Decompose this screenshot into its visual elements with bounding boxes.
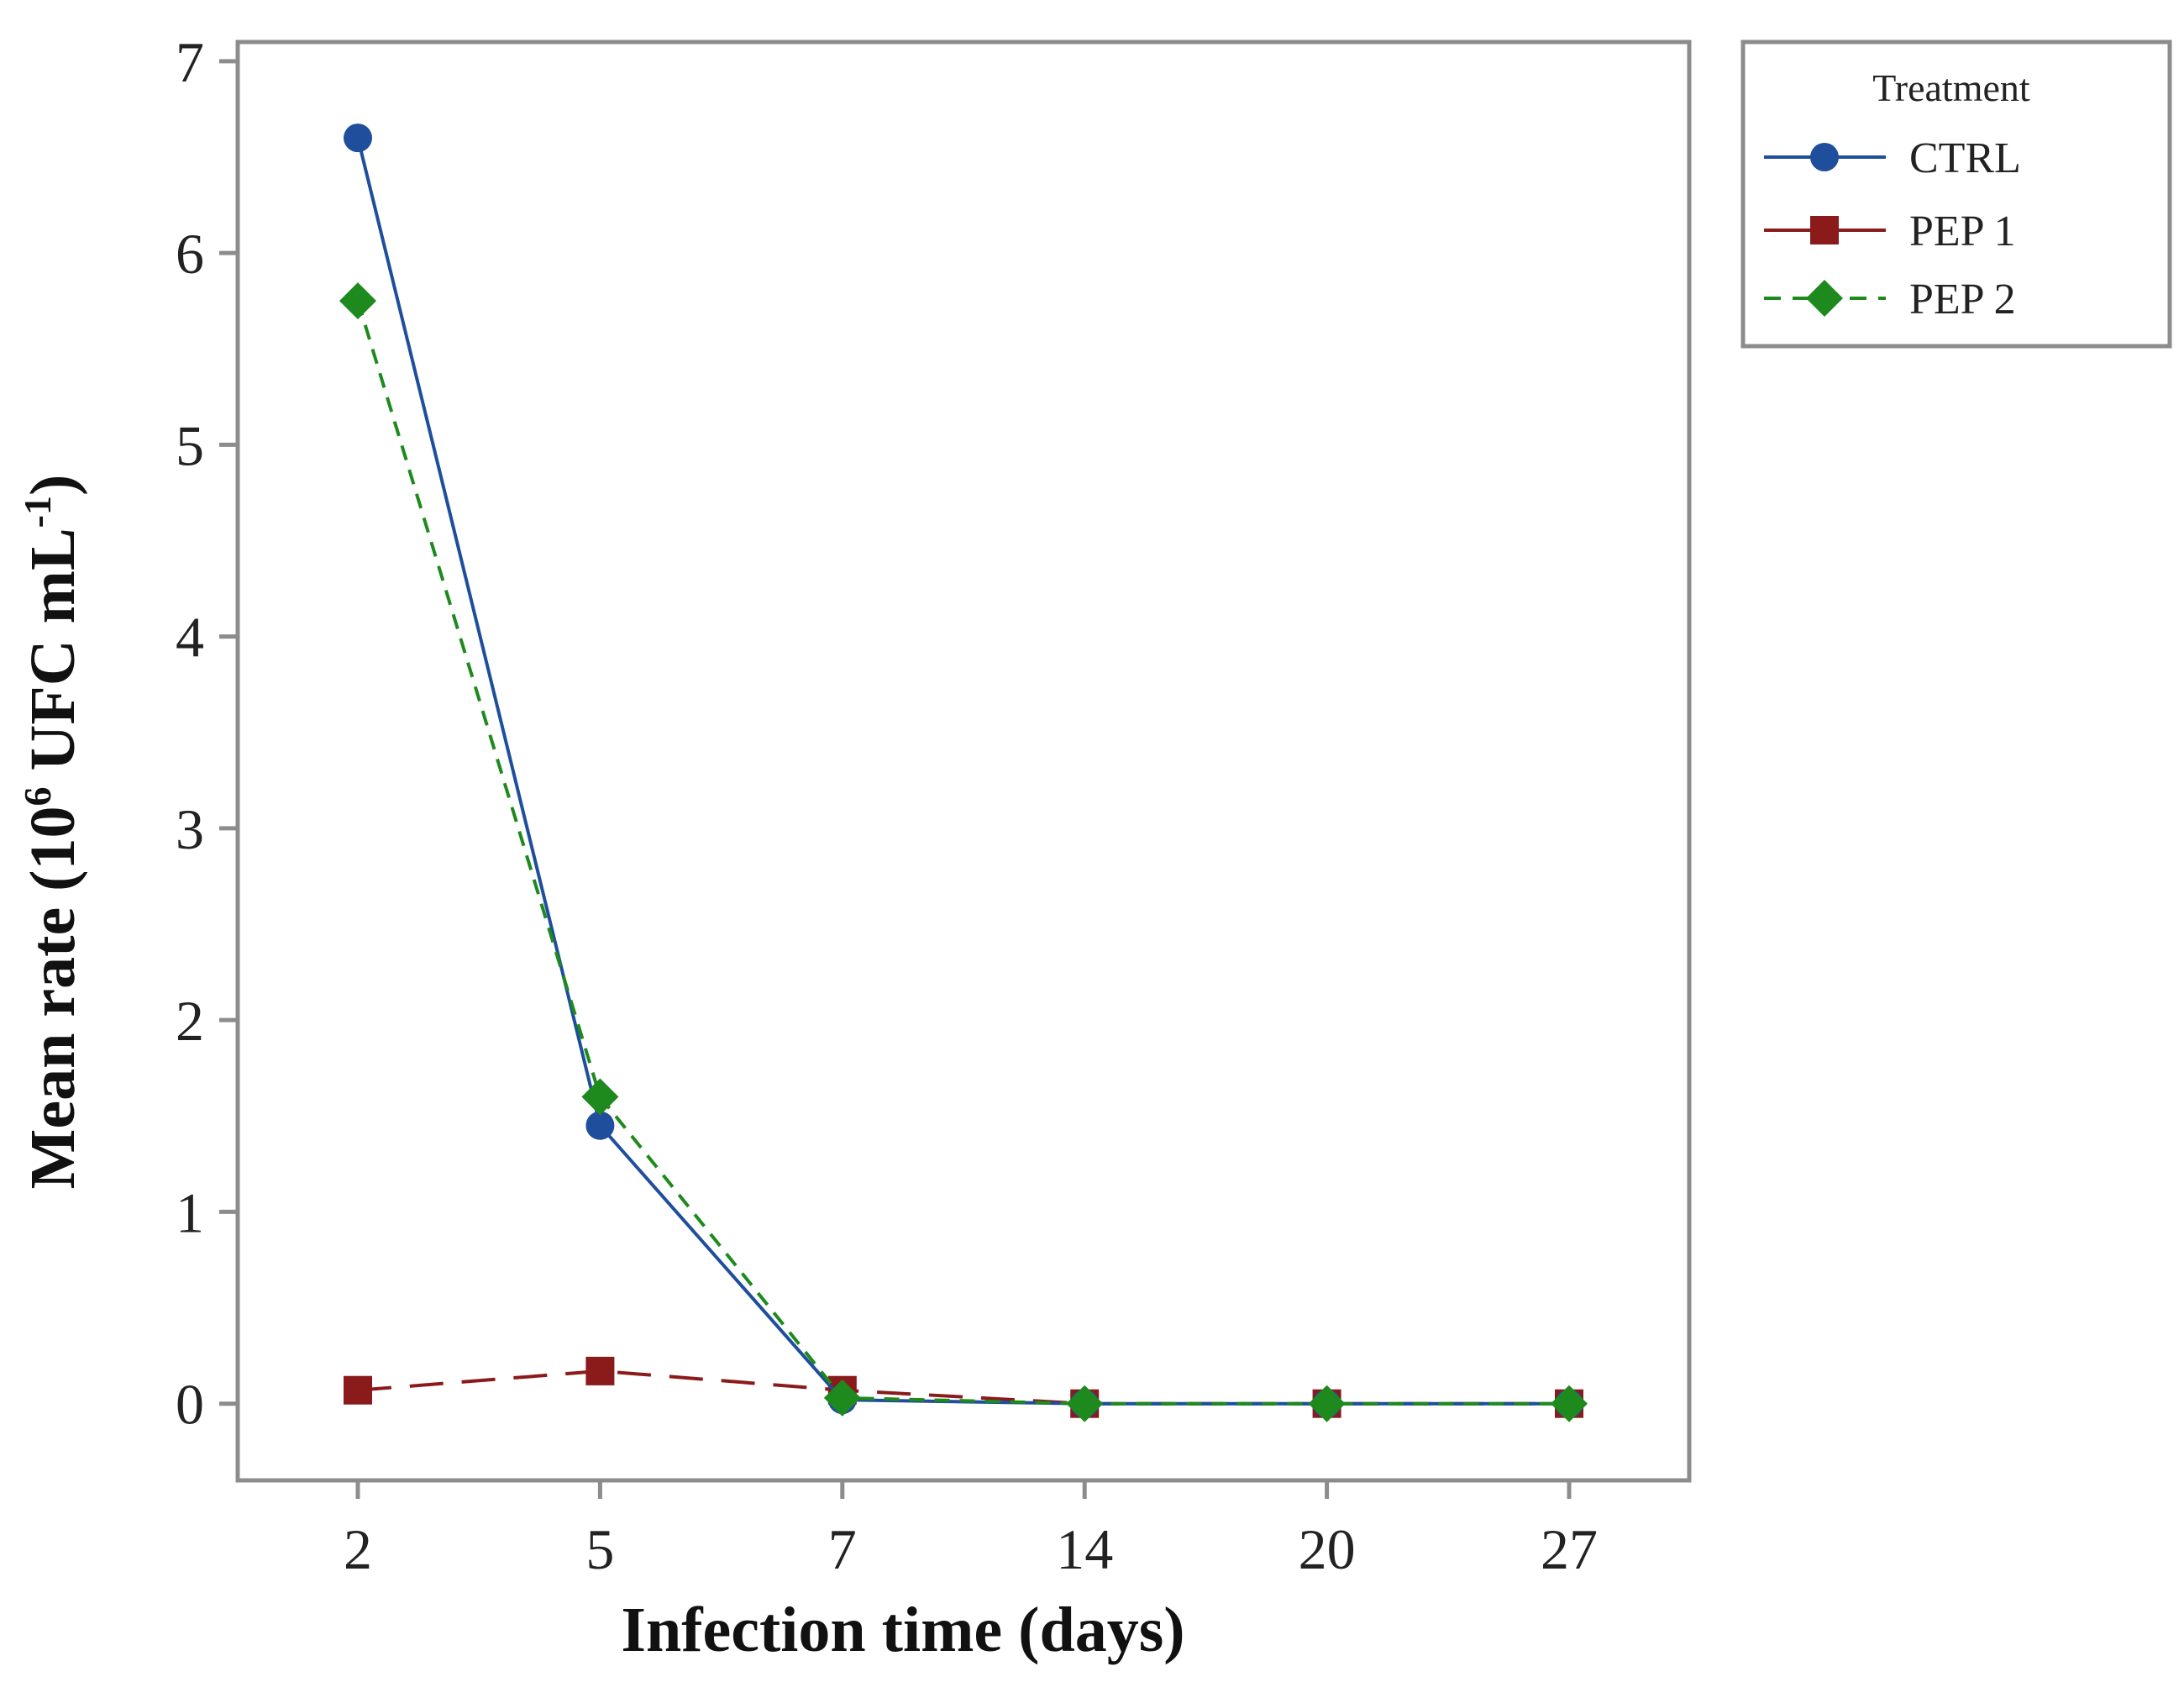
legend-title: Treatment [1872,66,2030,109]
legend-label: CTRL [1909,134,2021,182]
data-point [823,1379,861,1417]
x-tick-label: 20 [1299,1517,1356,1581]
x-tick-label: 14 [1056,1517,1113,1581]
x-axis: 2 5 7 14 20 27 [344,1480,1598,1581]
y-tick-label: 3 [176,797,204,861]
x-tick-label: 27 [1541,1517,1598,1581]
y-axis-title-end: ) [18,475,88,496]
y-axis-title-sup-minus1: -1 [16,496,59,528]
y-axis-title-sup-6: 6 [16,787,59,807]
legend-item: PEP 2 [1764,276,2016,323]
x-tick-label: 5 [585,1517,614,1581]
y-axis-title-main: Mean rate (10 [18,807,88,1190]
x-tick-label: 7 [828,1517,857,1581]
series-pep-2 [339,282,1588,1422]
legend-item: PEP 1 [1764,208,2016,255]
legend-marker [1810,216,1839,244]
data-point [1066,1385,1104,1422]
data-point [344,1375,372,1405]
data-point [1308,1385,1346,1422]
legend-marker [1810,143,1839,171]
data-point [581,1078,619,1116]
data-point [585,1356,615,1385]
plot-area-frame [235,39,1692,1483]
x-tick-label: 2 [344,1517,372,1581]
y-axis: 0 1 2 3 4 5 6 7 [176,30,238,1437]
series-line [356,300,1569,1406]
legend-label: PEP 2 [1909,276,2016,323]
y-tick-label: 5 [176,413,204,477]
y-tick-label: 1 [176,1180,204,1244]
data-point [344,124,372,153]
legend: Treatment CTRL PEP 1 PEP 2 [1740,39,2172,349]
y-tick-label: 2 [176,989,204,1053]
data-point [339,282,376,320]
legend-marker [1806,280,1843,317]
y-axis-title: Mean rate (106 UFC mL-1) [16,475,88,1190]
legend-label: PEP 1 [1909,208,2016,255]
x-axis-title: Infection time (days) [621,1595,1184,1665]
y-tick-label: 7 [176,30,204,94]
y-axis-title-mid: UFC mL [18,528,88,786]
data-point [1551,1385,1588,1422]
series-layer [339,124,1588,1422]
data-point [585,1111,615,1140]
y-tick-label: 4 [176,606,204,670]
y-tick-label: 6 [176,222,204,286]
y-tick-label: 0 [176,1373,204,1437]
legend-item: CTRL [1764,134,2021,182]
